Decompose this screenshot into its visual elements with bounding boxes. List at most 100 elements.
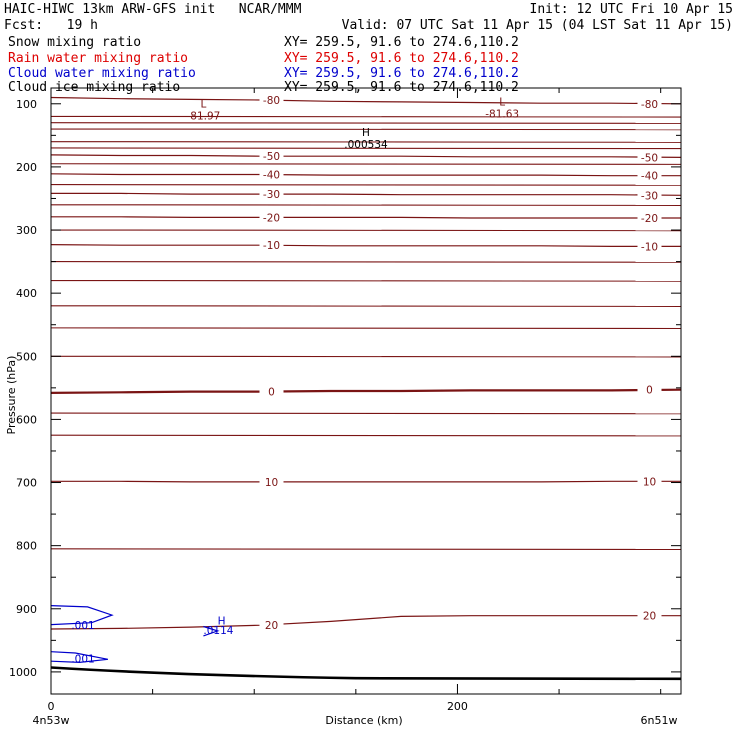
- contour-label: -30: [641, 190, 658, 202]
- contour-label: 10: [643, 476, 656, 488]
- contour-label-bg: [637, 608, 662, 622]
- contour-line: [50, 204, 682, 206]
- y-tick-label: 200: [16, 161, 37, 174]
- y-tick-label: 900: [16, 603, 37, 616]
- legend-cloudwater-name: Cloud water mixing ratio: [8, 66, 196, 81]
- extremum-value: -81.63: [485, 109, 519, 121]
- contour-label-bg: [259, 167, 284, 181]
- cloud-water-contour: [50, 605, 114, 626]
- contour-line: [50, 261, 682, 263]
- contour-label: -80: [263, 95, 280, 107]
- y-tick-label: 1000: [9, 666, 37, 679]
- contour-line: [50, 147, 682, 150]
- x-tick-label: 200: [447, 700, 468, 713]
- x-axis-label: Distance (km): [325, 714, 402, 727]
- header-init: Init: 12 UTC Fri 10 Apr 15: [529, 2, 734, 17]
- contour-label: -10: [641, 241, 658, 253]
- x-endpoint-right-label: 6n51w: [641, 714, 678, 727]
- cloud-water-label: .001: [71, 653, 94, 665]
- contour-label-bg: [259, 384, 284, 398]
- contour-label: -30: [263, 189, 280, 201]
- legend-snow-xy: XY= 259.5, 91.6 to 274.6,110.2: [284, 35, 519, 50]
- contour-0: [50, 388, 682, 394]
- contour-20: [50, 615, 681, 630]
- y-tick-label: 600: [16, 413, 37, 426]
- contour-line: [50, 122, 682, 124]
- contour-label: -50: [263, 151, 280, 163]
- contour-line: [50, 548, 682, 550]
- contour-label-bg: [637, 150, 662, 164]
- legend-snow-name: Snow mixing ratio: [8, 35, 142, 50]
- contour-label: -80: [641, 99, 658, 111]
- contour-line: [50, 305, 682, 307]
- cloud-water-contours: .001 .001 H.0114: [50, 605, 234, 665]
- contour-line: [50, 163, 682, 165]
- legend-rain-xy: XY= 259.5, 91.6 to 274.6,110.2: [284, 51, 519, 66]
- contour-label: -40: [641, 171, 658, 183]
- y-tick-label: 100: [16, 98, 37, 111]
- contour-label: 20: [265, 620, 278, 632]
- contour-10: [51, 480, 681, 483]
- contour-label: -10: [263, 240, 280, 252]
- contour-label: 0: [268, 387, 275, 399]
- cloud-water-label: .0114: [203, 625, 233, 637]
- contour-label-bg: [259, 92, 284, 106]
- y-tick-label: 500: [16, 350, 37, 363]
- contour-label-bg: [259, 210, 284, 224]
- contour-label: -40: [263, 169, 280, 181]
- contour-label-bg: [637, 96, 662, 110]
- contour-label-bg: [637, 474, 662, 488]
- contour-label: -20: [641, 213, 658, 225]
- contour-line: [50, 128, 682, 131]
- contour--20: [51, 216, 681, 219]
- cloud-water-contour: [203, 625, 220, 637]
- contour--40: [50, 173, 681, 177]
- extremum-value: -81.97: [186, 111, 220, 123]
- extremum-marker: H: [362, 127, 370, 139]
- plot-border: [50, 87, 682, 695]
- x-endpoint-left-label: 4n53w: [33, 714, 70, 727]
- contour-line: [50, 355, 682, 358]
- contour-label-bg: [259, 474, 284, 488]
- contour-label: 10: [265, 477, 278, 489]
- contour-label-bg: [259, 149, 284, 163]
- y-axis-label: Pressure (hPa): [5, 356, 18, 435]
- header-fcst: Fcst: 19 h: [4, 18, 98, 33]
- contour-label-bg: [259, 238, 284, 252]
- header-valid: Valid: 07 UTC Sat 11 Apr 15 (04 LST Sat …: [341, 18, 733, 33]
- legend-cloudwater-xy: XY= 259.5, 91.6 to 274.6,110.2: [284, 66, 519, 81]
- contour-label-bg: [637, 382, 662, 396]
- contour-line: [50, 229, 682, 232]
- contour--10: [50, 244, 681, 247]
- contour-line: [50, 141, 682, 143]
- contour-labels: -80 -80 -50 -50 -40 -40 -30 -30 -20 -20 -10 -10 0 0 10…: [186, 92, 662, 632]
- contour-label-bg: [259, 618, 284, 632]
- contour-label: 0: [646, 385, 653, 397]
- extremum-marker: L: [200, 99, 206, 111]
- contour--80: [50, 96, 682, 105]
- contour-line: [50, 184, 682, 186]
- contour-label: -50: [641, 152, 658, 164]
- cloud-water-label: H: [218, 616, 226, 628]
- extremum-value: .000534: [344, 139, 388, 151]
- contour-line: [50, 279, 682, 282]
- contour--50: [50, 154, 682, 158]
- contour-label-bg: [637, 188, 662, 202]
- y-tick-label: 300: [16, 224, 37, 237]
- contour-line: [50, 412, 682, 415]
- cloud-water-contour: [50, 651, 109, 664]
- contour-label-bg: [637, 168, 662, 182]
- terrain-surface-line: [50, 666, 682, 681]
- cloud-water-label: .001: [71, 620, 94, 632]
- contour--30: [51, 192, 682, 196]
- contour-line: [50, 115, 682, 118]
- contour-label: 20: [643, 611, 656, 623]
- y-tick-label: 800: [16, 540, 37, 553]
- contour-line: [50, 327, 682, 330]
- extremum-marker: L: [499, 97, 505, 109]
- temperature-contours: [50, 96, 682, 630]
- legend-rain-name: Rain water mixing ratio: [8, 51, 189, 66]
- y-tick-label: 400: [16, 287, 37, 300]
